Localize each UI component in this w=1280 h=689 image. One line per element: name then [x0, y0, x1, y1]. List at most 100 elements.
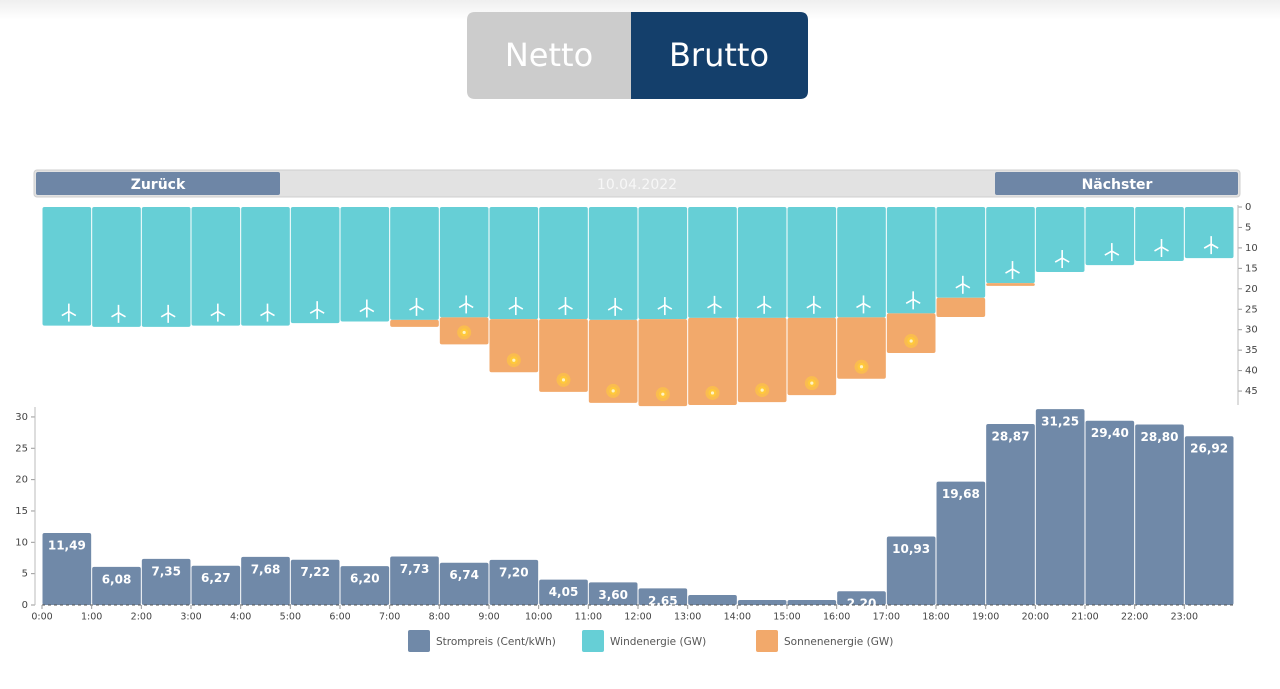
turbine-blade: [458, 302, 467, 309]
y-tick-label: 25: [15, 443, 28, 454]
x-tick-label: 19:00: [972, 612, 999, 623]
bar: [588, 582, 638, 605]
turbine-icon: [1054, 250, 1070, 269]
bar: [737, 599, 787, 605]
y-tick-label: 15: [15, 506, 28, 517]
value-label: 7,35: [151, 564, 181, 578]
value-label: 28,87: [992, 430, 1030, 444]
bar: [837, 207, 886, 318]
bar: [191, 565, 241, 605]
y-tick-label: 20: [15, 475, 28, 486]
bar: [290, 559, 340, 605]
sun-icon: [462, 330, 466, 335]
bar: [1085, 420, 1135, 605]
turbine-icon: [409, 297, 424, 316]
legend-label: Sonnenenergie (GW): [784, 636, 893, 648]
bar: [141, 207, 191, 327]
turbine-icon: [61, 303, 77, 322]
next-button[interactable]: [995, 172, 1238, 195]
turbine-blade: [111, 312, 119, 318]
turbine-blade: [160, 312, 169, 318]
prev-button[interactable]: [36, 172, 280, 195]
y-tick-label: 30: [1245, 325, 1258, 336]
y-tick-label: 15: [1245, 263, 1258, 274]
bar: [986, 207, 1035, 284]
x-tick-label: 9:00: [478, 612, 499, 623]
value-label: 7,68: [251, 562, 281, 576]
value-label: 19,68: [942, 487, 980, 501]
x-tick-label: 7:00: [379, 612, 400, 623]
x-tick-label: 0:00: [31, 612, 52, 623]
y-tick-label: 5: [1245, 222, 1251, 233]
turbine-icon: [856, 295, 871, 314]
bar: [489, 559, 539, 605]
bar: [986, 283, 1035, 286]
turbine-icon: [905, 291, 921, 310]
turbine-blade: [260, 310, 268, 317]
turbine-icon: [806, 295, 822, 314]
value-label: 29,40: [1091, 426, 1129, 440]
bar: [787, 207, 837, 318]
bar: [638, 319, 688, 407]
value-label: 11,49: [48, 538, 86, 552]
turbine-blade: [955, 283, 964, 289]
value-label: 6,20: [350, 572, 380, 586]
turbine-icon: [359, 299, 375, 318]
value-label: 10,93: [892, 542, 930, 556]
bar: [42, 532, 92, 605]
turbine-blade: [565, 304, 573, 310]
turbine-blade: [707, 303, 715, 309]
bar: [936, 297, 986, 318]
bar: [290, 207, 340, 324]
bar: [688, 207, 737, 318]
bar: [787, 599, 837, 605]
bar: [390, 319, 439, 327]
bar: [1184, 207, 1234, 259]
x-tick-label: 4:00: [230, 612, 251, 623]
bar: [638, 588, 688, 605]
x-tick-label: 3:00: [180, 612, 201, 623]
bar: [191, 207, 241, 326]
value-label: 6,27: [201, 571, 231, 585]
toggle: Netto Brutto: [467, 12, 808, 99]
bar: [787, 317, 837, 396]
x-tick-label: 22:00: [1121, 612, 1148, 623]
sun-icon: [810, 381, 814, 385]
y-tick-label: 10: [15, 537, 28, 548]
turbine-blade: [61, 310, 70, 317]
bar: [1184, 436, 1234, 605]
sun-icon: [611, 389, 615, 393]
bar: [1035, 409, 1085, 605]
x-tick-label: 11:00: [575, 612, 602, 623]
bar: [837, 591, 886, 605]
turbine-icon: [458, 295, 474, 314]
x-tick-label: 20:00: [1022, 612, 1049, 623]
x-tick-label: 8:00: [429, 612, 450, 623]
bar: [1135, 424, 1184, 605]
value-label: 6,74: [449, 568, 479, 582]
legend-label: Strompreis (Cent/kWh): [436, 636, 556, 648]
turbine-blade: [1111, 250, 1120, 256]
turbine-blade: [763, 303, 772, 309]
turbine-blade: [309, 308, 318, 314]
turbine-blade: [664, 304, 673, 310]
turbine-icon: [1005, 261, 1020, 280]
bar: [241, 207, 290, 326]
bar: [886, 313, 936, 354]
turbine-icon: [955, 275, 971, 294]
sun-icon: [512, 358, 516, 362]
y-tick-label: 45: [1245, 386, 1258, 397]
x-tick-label: 12:00: [624, 612, 651, 623]
sun-icon: [909, 339, 913, 343]
bar: [489, 207, 539, 320]
toggle-label: Brutto: [669, 36, 769, 74]
toggle-brutto[interactable]: [631, 12, 808, 99]
y-tick-label: 40: [1245, 366, 1258, 377]
turbine-icon: [756, 295, 772, 314]
turbine-icon: [558, 297, 573, 316]
x-tick-label: 1:00: [81, 612, 102, 623]
x-tick-label: 14:00: [724, 612, 751, 623]
toggle-netto[interactable]: [467, 12, 631, 99]
